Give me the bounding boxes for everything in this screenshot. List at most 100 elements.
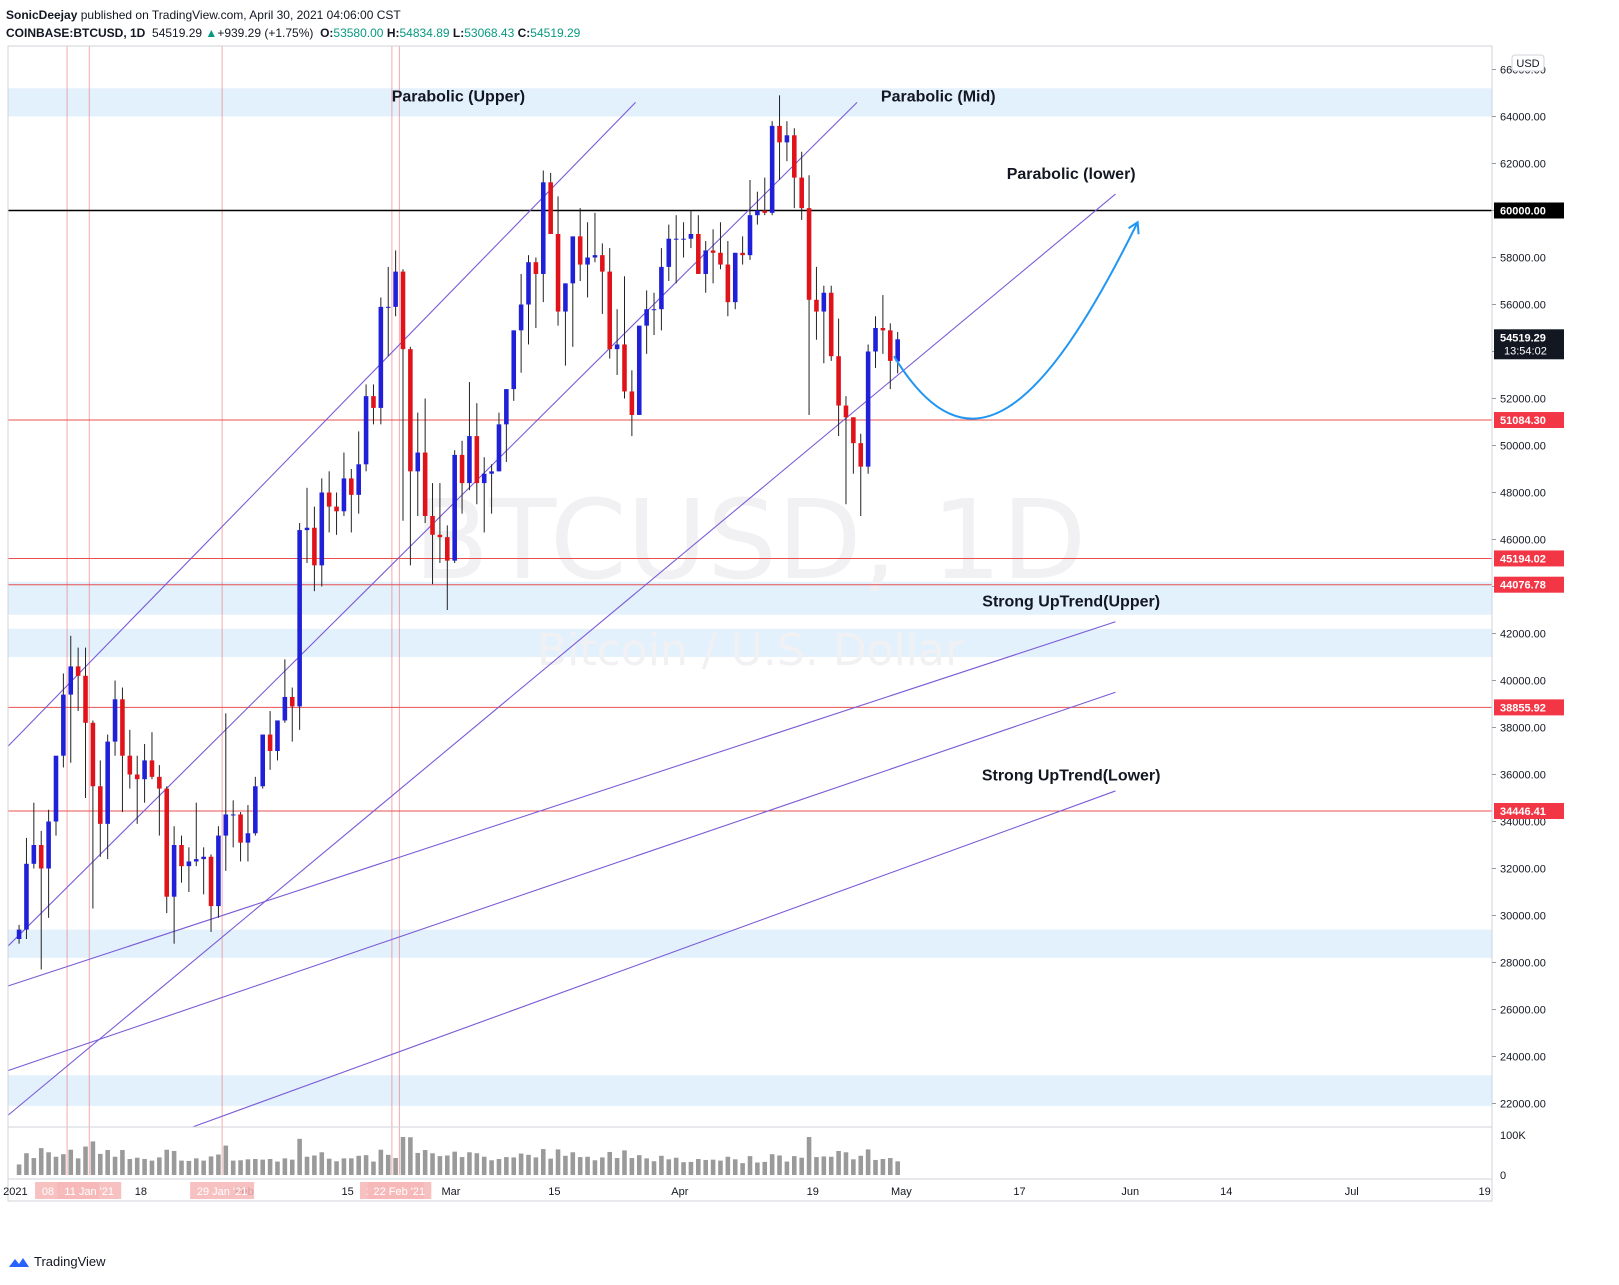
candle[interactable] [814, 266, 819, 340]
candle[interactable] [467, 382, 472, 491]
candle[interactable] [186, 847, 192, 892]
candle[interactable] [452, 450, 457, 563]
candle[interactable] [666, 224, 672, 281]
candle[interactable] [127, 729, 133, 789]
candle[interactable] [415, 412, 421, 516]
candle[interactable] [629, 370, 635, 437]
candle[interactable] [504, 389, 509, 462]
candle[interactable] [289, 687, 295, 742]
candle[interactable] [297, 523, 302, 730]
candle[interactable] [651, 292, 657, 336]
candle[interactable] [858, 433, 864, 516]
candle[interactable] [607, 248, 613, 359]
candle[interactable] [481, 457, 487, 533]
candle[interactable] [806, 175, 812, 415]
candle[interactable] [334, 492, 339, 535]
candle[interactable] [828, 285, 834, 361]
candle[interactable] [46, 809, 51, 918]
candle[interactable] [784, 121, 790, 162]
candle[interactable] [740, 236, 745, 265]
candle[interactable] [267, 711, 273, 770]
candle[interactable] [326, 471, 332, 533]
candle[interactable] [83, 647, 88, 798]
candle[interactable] [474, 403, 480, 505]
candle[interactable] [895, 331, 900, 374]
candle[interactable] [622, 276, 627, 399]
candle[interactable] [459, 440, 465, 514]
tradingview-logo[interactable]: TradingView [8, 1254, 106, 1269]
candle[interactable] [548, 172, 553, 234]
candle[interactable] [769, 121, 775, 216]
candle[interactable] [518, 273, 524, 373]
candle[interactable] [696, 215, 701, 274]
candle[interactable] [496, 412, 502, 472]
candle[interactable] [319, 478, 325, 587]
candle[interactable] [90, 720, 96, 909]
candle[interactable] [725, 241, 731, 317]
candle[interactable] [799, 151, 804, 220]
candle[interactable] [422, 398, 428, 524]
candle[interactable] [873, 316, 878, 368]
candle[interactable] [120, 687, 125, 813]
candle[interactable] [31, 802, 37, 869]
candle[interactable] [762, 177, 768, 216]
candle[interactable] [777, 95, 782, 180]
candle[interactable] [304, 487, 310, 563]
candle[interactable] [179, 835, 184, 883]
candle[interactable] [437, 483, 443, 563]
candle[interactable] [201, 847, 206, 895]
candle[interactable] [489, 464, 494, 514]
candle[interactable] [216, 826, 221, 918]
candle[interactable] [356, 431, 361, 514]
candle[interactable] [112, 680, 118, 756]
candle[interactable] [430, 483, 435, 585]
candle[interactable] [887, 323, 893, 390]
author-name[interactable]: SonicDeejay [6, 8, 78, 22]
candle[interactable] [385, 266, 391, 357]
candle[interactable] [636, 325, 642, 415]
candle[interactable] [171, 826, 177, 944]
candle[interactable] [563, 283, 568, 366]
candle[interactable] [614, 309, 620, 375]
candle[interactable] [349, 469, 354, 533]
candle[interactable] [371, 384, 376, 425]
candle[interactable] [38, 830, 44, 970]
candle[interactable] [157, 765, 162, 836]
candle[interactable] [880, 295, 886, 354]
candle[interactable] [230, 800, 236, 848]
candle[interactable] [592, 212, 598, 263]
candle[interactable] [732, 252, 738, 310]
candle[interactable] [53, 755, 59, 836]
candle[interactable] [821, 285, 827, 364]
candle[interactable] [600, 243, 605, 314]
candle[interactable] [282, 659, 288, 723]
candle[interactable] [445, 525, 450, 610]
candle[interactable] [644, 290, 649, 354]
candle[interactable] [245, 805, 251, 862]
candle[interactable] [134, 755, 140, 824]
candle[interactable] [260, 734, 266, 789]
candle[interactable] [673, 215, 679, 284]
candle[interactable] [577, 208, 583, 281]
candle[interactable] [16, 924, 22, 944]
candle[interactable] [792, 128, 797, 209]
candle[interactable] [149, 732, 155, 780]
candle[interactable] [61, 673, 66, 768]
candle[interactable] [851, 417, 856, 474]
candle[interactable] [223, 713, 229, 871]
candle[interactable] [378, 297, 384, 425]
candle[interactable] [75, 647, 81, 712]
candle[interactable] [400, 269, 406, 521]
candle[interactable] [275, 720, 280, 761]
candle[interactable] [688, 210, 694, 249]
candle[interactable] [238, 812, 243, 862]
candle[interactable] [681, 222, 686, 258]
candle[interactable] [142, 743, 147, 803]
candle[interactable] [24, 837, 29, 939]
candle[interactable] [526, 255, 531, 345]
candle[interactable] [747, 179, 753, 260]
candle[interactable] [408, 346, 413, 566]
candle[interactable] [312, 506, 317, 592]
candle[interactable] [836, 318, 841, 437]
